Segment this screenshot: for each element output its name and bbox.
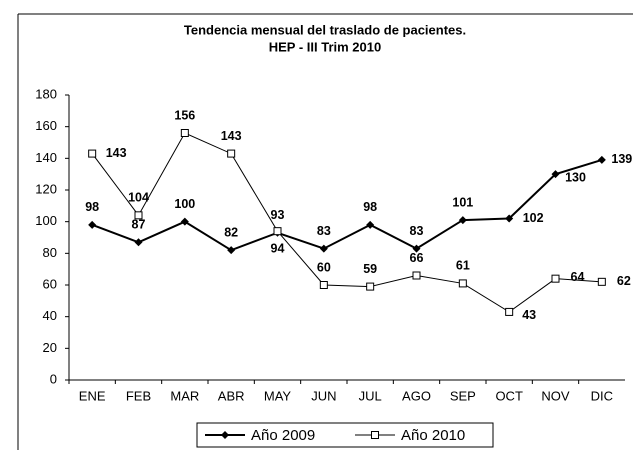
- data-point: [505, 214, 514, 223]
- series-line: [91, 132, 602, 313]
- chart-subtitle: HEP - III Trim 2010: [269, 39, 381, 54]
- data-label: 83: [410, 224, 424, 238]
- data-label: 94: [271, 241, 285, 255]
- data-point: [366, 282, 375, 291]
- y-tick-label: 20: [43, 340, 57, 355]
- data-point: [551, 170, 560, 179]
- x-tick-label: OCT: [495, 388, 523, 403]
- data-point: [88, 220, 97, 229]
- x-tick-label: NOV: [541, 388, 570, 403]
- legend-marker: [371, 431, 379, 439]
- data-label: 156: [174, 108, 195, 122]
- x-tick-label: DIC: [591, 388, 613, 403]
- data-label: 82: [224, 225, 238, 239]
- data-point: [366, 220, 375, 229]
- data-point: [319, 281, 328, 289]
- chart-title: Tendencia mensual del traslado de pacien…: [184, 22, 466, 37]
- data-label: 61: [456, 259, 470, 273]
- data-point: [134, 238, 143, 247]
- data-point: [273, 227, 282, 236]
- x-tick-label: FEB: [126, 388, 151, 403]
- data-label: 139: [611, 152, 632, 166]
- data-label: 100: [174, 197, 195, 211]
- y-tick-label: 140: [35, 150, 57, 165]
- legend-marker: [221, 431, 229, 439]
- data-point: [319, 244, 328, 253]
- x-tick-label: ENE: [79, 388, 106, 403]
- y-tick-label: 180: [35, 86, 57, 101]
- y-tick-label: 100: [35, 213, 57, 228]
- data-label: 59: [363, 262, 377, 276]
- data-point: [88, 149, 97, 158]
- x-tick-label: JUN: [311, 388, 336, 403]
- y-tick-label: 160: [35, 118, 57, 133]
- data-label: 66: [410, 251, 424, 265]
- data-point: [412, 244, 421, 253]
- data-label: 143: [221, 129, 242, 143]
- data-label: 98: [363, 200, 377, 214]
- data-point: [597, 277, 606, 286]
- x-tick-label: JUL: [359, 388, 382, 403]
- x-tick-label: AGO: [402, 388, 431, 403]
- legend-label: Año 2010: [401, 427, 465, 444]
- data-label: 130: [565, 170, 586, 184]
- data-label: 83: [317, 224, 331, 238]
- data-label: 98: [85, 200, 99, 214]
- data-label: 104: [128, 191, 149, 205]
- data-point: [458, 216, 467, 225]
- y-tick-label: 80: [43, 245, 57, 260]
- data-point: [227, 246, 236, 255]
- y-tick-label: 40: [43, 308, 57, 323]
- data-label: 143: [106, 146, 127, 160]
- legend-label: Año 2009: [251, 427, 315, 444]
- data-point: [458, 279, 467, 288]
- data-label: 62: [617, 274, 631, 288]
- data-point: [180, 129, 189, 137]
- y-tick-label: 60: [43, 276, 57, 291]
- x-tick-label: SEP: [450, 388, 476, 403]
- data-label: 101: [452, 195, 473, 209]
- data-label: 87: [132, 218, 146, 232]
- data-point: [551, 274, 560, 283]
- data-point: [505, 307, 514, 316]
- data-point: [227, 149, 236, 158]
- data-point: [134, 211, 143, 220]
- data-label: 102: [523, 211, 544, 225]
- x-tick-label: MAR: [170, 388, 199, 403]
- series-line: [91, 158, 603, 252]
- x-tick-label: MAY: [264, 388, 292, 403]
- data-point: [412, 271, 421, 280]
- data-label: 43: [522, 308, 536, 322]
- data-label: 93: [271, 208, 285, 222]
- y-tick-label: 120: [35, 181, 57, 196]
- x-tick-label: ABR: [218, 388, 245, 403]
- data-label: 64: [571, 270, 585, 284]
- data-point: [597, 155, 606, 164]
- y-tick-label: 0: [50, 371, 57, 386]
- data-label: 60: [317, 260, 331, 274]
- data-point: [180, 217, 189, 226]
- legend-box: [196, 422, 494, 448]
